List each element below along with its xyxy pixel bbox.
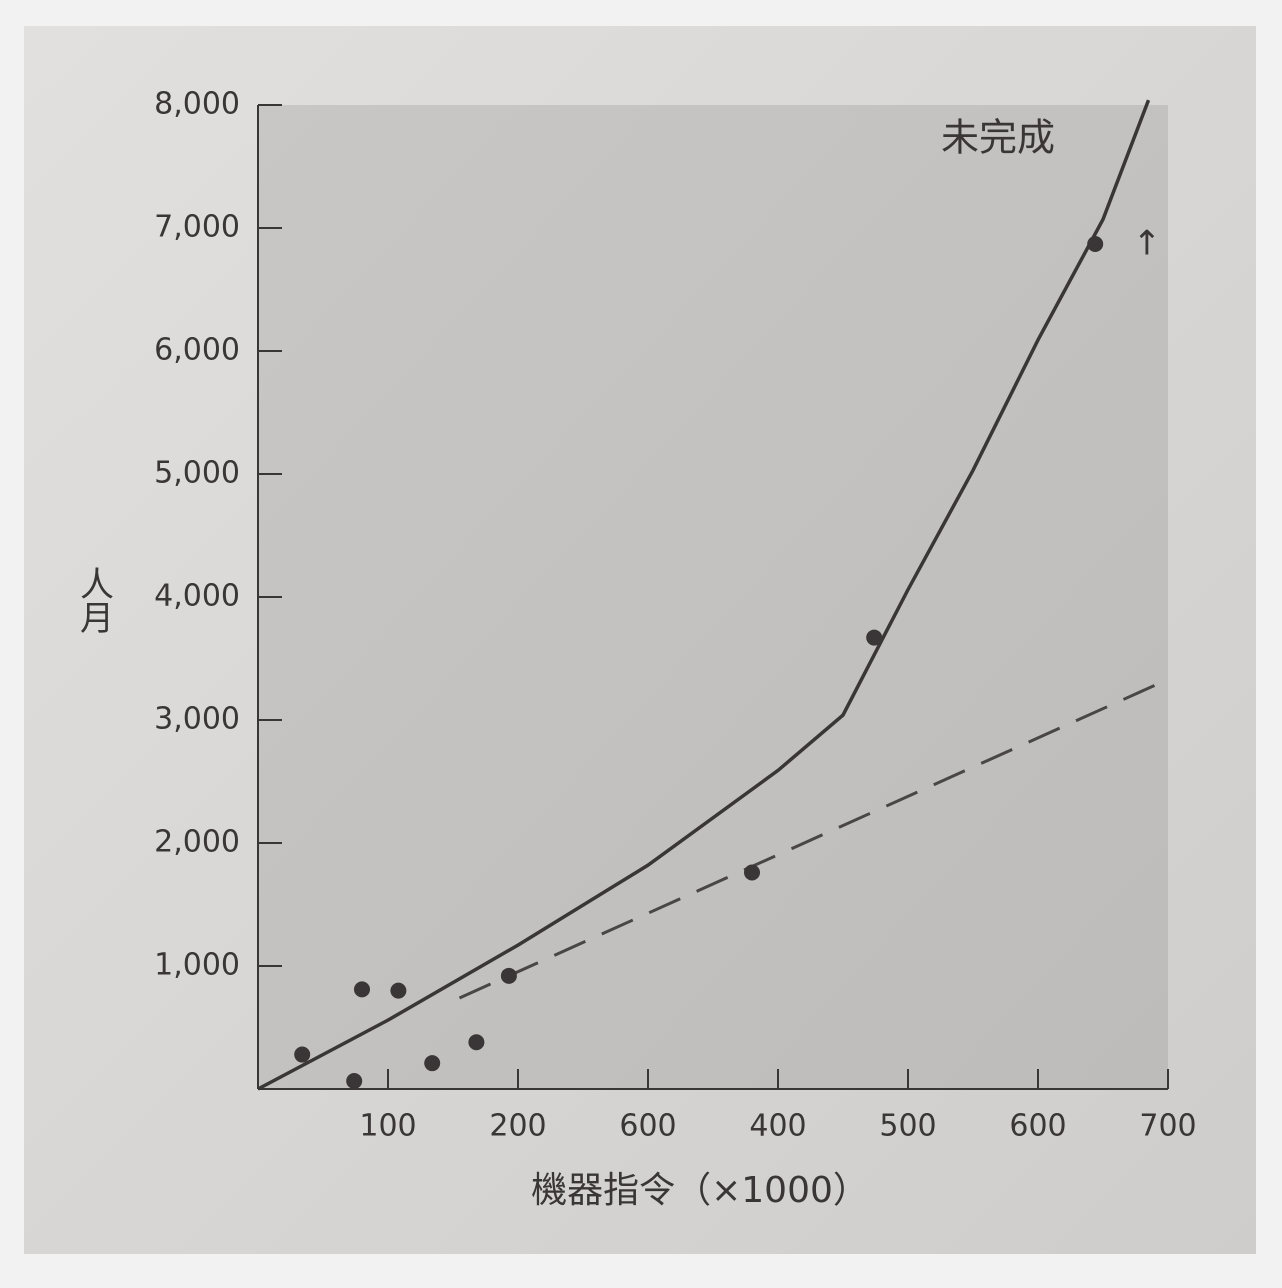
x-tick-label: 400 bbox=[749, 1109, 806, 1144]
y-tick-label: 3,000 bbox=[154, 702, 240, 737]
annotation-arrow: ↑ bbox=[1133, 224, 1162, 264]
point bbox=[390, 982, 407, 999]
x-tick-label: 200 bbox=[489, 1109, 546, 1144]
y-tick-label: 4,000 bbox=[154, 579, 240, 614]
y-tick-label: 5,000 bbox=[154, 456, 240, 491]
point bbox=[744, 864, 760, 881]
y-tick-label: 7,000 bbox=[154, 210, 240, 245]
x-tick-label: 600 bbox=[1009, 1109, 1066, 1144]
point bbox=[346, 1073, 363, 1090]
x-tick-label: 700 bbox=[1139, 1109, 1196, 1144]
point bbox=[500, 967, 517, 984]
curve bbox=[257, 99, 1151, 1091]
y-tick-label: 6,000 bbox=[154, 333, 240, 368]
y-tick-label: 1,000 bbox=[154, 948, 240, 983]
x-tick-label: 100 bbox=[359, 1109, 416, 1144]
point bbox=[1087, 235, 1104, 252]
point bbox=[294, 1046, 311, 1063]
y-tick-label: 2,000 bbox=[154, 825, 240, 860]
point bbox=[354, 981, 370, 998]
x-tick-label: 600 bbox=[619, 1109, 676, 1144]
x-tick-label: 500 bbox=[879, 1109, 936, 1144]
dashed-line bbox=[458, 678, 1169, 1000]
point bbox=[866, 629, 883, 646]
annotation: 未完成 bbox=[941, 116, 1055, 160]
point bbox=[468, 1034, 485, 1051]
y-tick-label: 8,000 bbox=[154, 87, 240, 122]
y-axis-label: 人月 bbox=[74, 566, 114, 634]
point bbox=[424, 1055, 441, 1072]
plot-area bbox=[258, 105, 1168, 1089]
x-axis-label: 機器指令（×1000） bbox=[531, 1170, 869, 1211]
